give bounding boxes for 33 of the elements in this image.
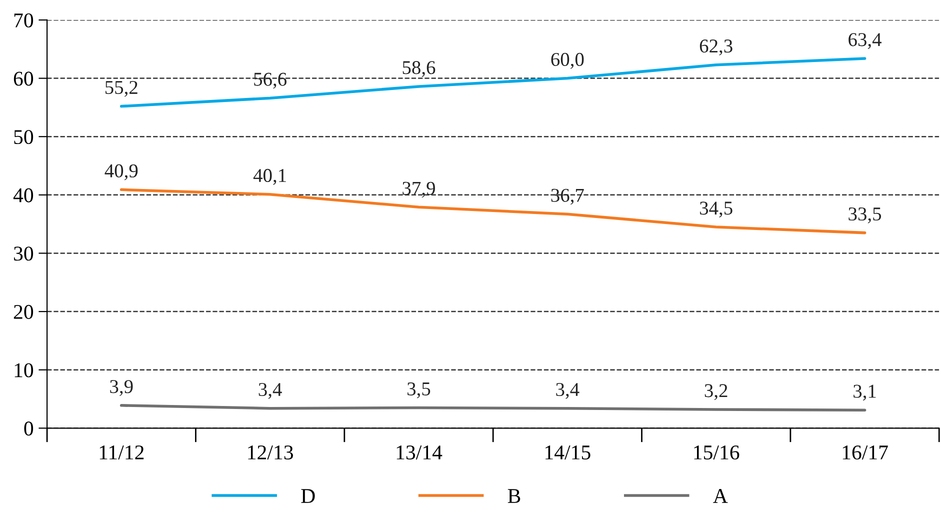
legend-label: B: [508, 489, 520, 503]
legend-label: A: [713, 489, 728, 503]
y-tick-label: 50: [14, 130, 34, 144]
x-tick-label: 15/16: [694, 445, 740, 460]
data-label: 60,0: [551, 52, 584, 69]
data-label: 3,2: [704, 384, 728, 400]
data-label: 55,2: [106, 80, 138, 97]
y-tick-label: 60: [14, 72, 34, 86]
data-label: 40,9: [104, 164, 138, 180]
data-label: 33,5: [848, 207, 882, 224]
y-tick-label: 20: [14, 304, 34, 319]
data-label: 37,9: [402, 182, 435, 198]
y-tick-label: 0: [24, 422, 34, 436]
x-tick-label: 12/13: [248, 445, 293, 460]
data-label: 62,3: [700, 40, 732, 56]
y-tick-label: 40: [13, 188, 34, 202]
data-label: 3,4: [258, 382, 282, 399]
data-label: 3,9: [110, 380, 133, 396]
data-label: 34,5: [700, 202, 732, 218]
x-tick-label: 16/17: [842, 445, 888, 460]
data-label: 3,1: [854, 384, 876, 401]
legend-label: D: [301, 489, 315, 503]
data-label: 63,4: [848, 33, 882, 49]
y-tick-label: 30: [14, 246, 34, 261]
data-label: 40,1: [253, 168, 286, 185]
y-tick-label: 70: [14, 13, 34, 28]
x-tick-label: 14/15: [546, 446, 590, 460]
data-label: 3,5: [408, 382, 430, 398]
y-tick-label: 10: [14, 363, 34, 378]
x-tick-label: 11/12: [100, 445, 144, 460]
data-label: 3,4: [556, 382, 580, 399]
data-label: 58,6: [402, 61, 436, 77]
x-tick-label: 13/14: [396, 445, 442, 460]
